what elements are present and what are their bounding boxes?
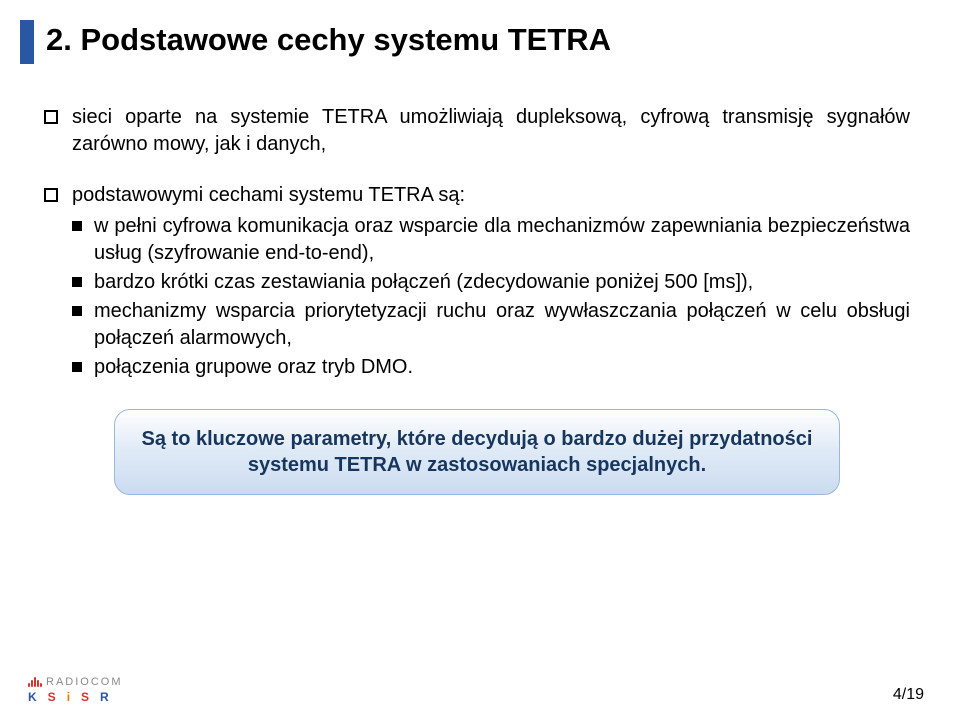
title-row: 2. Podstawowe cechy systemu TETRA [0, 0, 960, 64]
logo-letter: R [100, 690, 112, 704]
main-bullet-item: podstawowymi cechami systemu TETRA są: w … [44, 182, 910, 381]
callout-box: Są to kluczowe parametry, które decydują… [114, 409, 840, 495]
footer: RADIOCOM KSiSR 4/19 [0, 676, 960, 704]
logo-letter: i [67, 690, 73, 704]
slide-body: sieci oparte na systemie TETRA umożliwia… [0, 64, 960, 495]
logo: RADIOCOM KSiSR [28, 676, 123, 704]
main-bullet-list: sieci oparte na systemie TETRA umożliwia… [44, 104, 910, 381]
bullet-text: podstawowymi cechami systemu TETRA są: [72, 184, 465, 206]
main-bullet-item: sieci oparte na systemie TETRA umożliwia… [44, 104, 910, 158]
bullet-text: sieci oparte na systemie TETRA umożliwia… [72, 106, 910, 155]
callout-container: Są to kluczowe parametry, które decydują… [44, 409, 910, 495]
logo-letter: K [28, 690, 40, 704]
logo-letter: S [48, 690, 59, 704]
slide: 2. Podstawowe cechy systemu TETRA sieci … [0, 0, 960, 720]
page-number: 4/19 [893, 686, 924, 704]
radio-waves-icon [28, 677, 42, 687]
logo-bottom-line: KSiSR [28, 690, 123, 704]
sub-bullet-item: połączenia grupowe oraz tryb DMO. [72, 354, 910, 381]
logo-top-line: RADIOCOM [28, 676, 123, 688]
sub-bullet-list: w pełni cyfrowa komunikacja oraz wsparci… [72, 213, 910, 381]
logo-top-text: RADIOCOM [46, 676, 123, 688]
sub-bullet-item: mechanizmy wsparcia priorytetyzacji ruch… [72, 298, 910, 352]
sub-bullet-item: w pełni cyfrowa komunikacja oraz wsparci… [72, 213, 910, 267]
title-accent-bar [20, 20, 34, 64]
logo-letter: S [81, 690, 92, 704]
sub-bullet-item: bardzo krótki czas zestawiania połączeń … [72, 269, 910, 296]
slide-title: 2. Podstawowe cechy systemu TETRA [46, 20, 611, 64]
